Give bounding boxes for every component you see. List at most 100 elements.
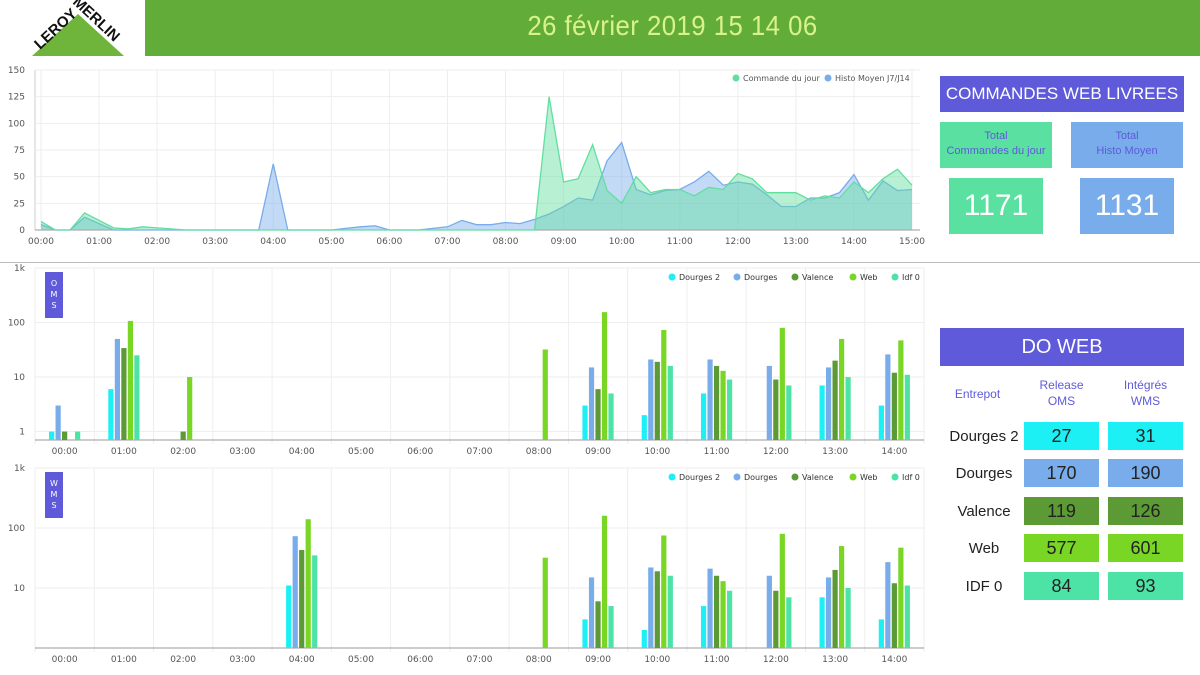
bar-3 (127, 320, 133, 440)
bar-4 (726, 590, 733, 648)
y-tick-label: 50 (14, 173, 26, 183)
bar-3 (779, 327, 785, 440)
y-tick-label: 100 (8, 319, 25, 329)
side-label-letter: W (50, 479, 58, 488)
x-tick-label: 08:00 (493, 237, 519, 247)
bar-1 (648, 359, 654, 440)
x-tick-label: 04:00 (260, 237, 286, 247)
bar-4 (134, 355, 140, 440)
x-tick-label: 06:00 (407, 447, 433, 457)
bar-0 (49, 431, 55, 440)
legend-swatch (791, 273, 799, 281)
bar-2 (891, 372, 897, 440)
bar-2 (832, 360, 838, 440)
bar-3 (898, 340, 904, 440)
bar-1 (114, 338, 120, 440)
section-divider (0, 262, 1200, 263)
bar-1 (648, 567, 654, 648)
bar-2 (654, 361, 660, 440)
bar-1 (292, 536, 298, 648)
y-tick-label: 1k (14, 264, 26, 274)
line-0 (40, 96, 913, 231)
x-tick-label: 03:00 (229, 655, 255, 665)
y-tick-label: 100 (8, 119, 25, 129)
bar-1 (707, 359, 713, 440)
x-tick-label: 04:00 (289, 447, 315, 457)
legend-swatch (668, 273, 676, 281)
x-tick-label: 00:00 (28, 237, 54, 247)
line-1 (40, 141, 913, 231)
x-tick-label: 09:00 (585, 655, 611, 665)
side-label-box (45, 272, 63, 318)
x-tick-label: 13:00 (783, 237, 809, 247)
bar-3 (898, 547, 904, 648)
bar-0 (700, 393, 707, 440)
legend-label: Web (860, 273, 877, 282)
x-tick-label: 01:00 (111, 655, 137, 665)
integres-dourges2: 31 (1108, 422, 1183, 450)
bar-3 (601, 312, 608, 440)
integres-web: 601 (1108, 534, 1183, 562)
legend-swatch (849, 473, 857, 481)
release-web: 577 (1024, 534, 1099, 562)
release-dourges2: 27 (1024, 422, 1099, 450)
y-tick-label: 1k (14, 464, 26, 474)
y-tick-label: 75 (14, 146, 25, 156)
bar-2 (595, 389, 601, 440)
x-tick-label: 14:00 (881, 447, 907, 457)
bar-1 (885, 562, 891, 648)
bar-1 (826, 367, 832, 440)
bar-4 (845, 588, 851, 648)
integres-dourges: 190 (1108, 459, 1183, 487)
bar-2 (773, 590, 779, 648)
legend-swatch (733, 273, 741, 281)
x-tick-label: 03:00 (202, 237, 228, 247)
x-tick-label: 12:00 (725, 237, 751, 247)
total-histo-label: Total Histo Moyen (1071, 122, 1183, 168)
y-tick-label: 100 (8, 524, 25, 534)
x-tick-label: 06:00 (407, 655, 433, 665)
bar-0 (878, 619, 884, 648)
bar-4 (312, 555, 318, 648)
bar-3 (601, 515, 608, 648)
legend-label: Web (860, 473, 877, 482)
legend-label: Valence (802, 473, 833, 482)
x-tick-label: 15:00 (899, 237, 925, 247)
x-tick-label: 07:00 (467, 447, 493, 457)
commandes-title: COMMANDES WEB LIVREES (940, 76, 1184, 112)
legend-label: Dourges 2 (679, 273, 720, 282)
legend-label: Commande du jour (743, 74, 820, 83)
legend-swatch (824, 74, 832, 82)
bar-3 (720, 370, 726, 440)
row-label-dourges: Dourges (955, 465, 1013, 482)
bar-3 (661, 535, 667, 648)
bar-3 (661, 329, 667, 440)
bar-4 (845, 377, 851, 440)
x-tick-label: 09:00 (551, 237, 577, 247)
x-tick-label: 06:00 (376, 237, 402, 247)
x-tick-label: 02:00 (170, 447, 196, 457)
x-tick-label: 11:00 (704, 655, 730, 665)
y-tick-label: 25 (14, 199, 25, 209)
legend-swatch (891, 473, 899, 481)
line-chart: 0 25 50 75 100 125 150 00:00 01:00 02:00 03:00 04:0… (8, 66, 925, 247)
y-tick-label: 10 (14, 584, 26, 594)
bar-0 (819, 597, 825, 648)
x-tick-label: 13:00 (822, 655, 848, 665)
wms-bar-chart: 10 100 1k 00:00 01:00 02:00 03:00 04:00 05:00 06:… (8, 464, 925, 665)
bar-0 (878, 405, 884, 440)
total-jour-label: Total Commandes du jour (940, 122, 1052, 168)
oms-bar-chart: 1 10 100 1k 00:00 01:00 02:00 03:00 04:00 05:00 06… (8, 264, 925, 457)
bar-3 (187, 377, 193, 440)
bar-0 (819, 385, 825, 440)
bar-3 (839, 338, 845, 440)
bar-1 (826, 577, 832, 648)
bar-1 (885, 354, 891, 440)
row-label-valence: Valence (957, 503, 1011, 520)
bar-1 (707, 568, 713, 648)
bar-0 (286, 585, 292, 648)
x-tick-label: 00:00 (52, 447, 78, 457)
x-tick-label: 01:00 (111, 447, 137, 457)
integres-valence: 126 (1108, 497, 1183, 525)
x-tick-label: 03:00 (229, 447, 255, 457)
